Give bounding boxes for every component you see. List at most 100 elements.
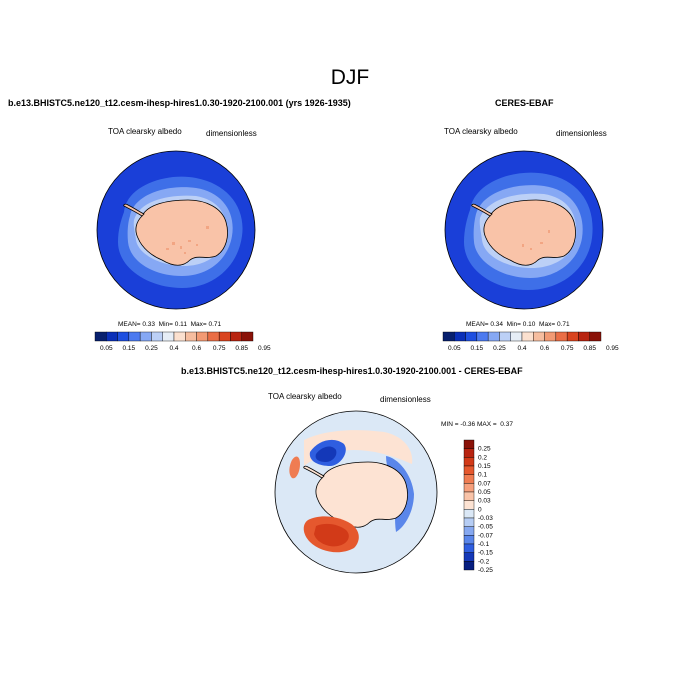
panel3-stats: MIN = -0.36 MAX = 0.37 <box>441 421 513 428</box>
panel1-left-label: TOA clearsky albedo <box>108 127 182 136</box>
colorbar-tick-label: 0.75 <box>213 345 226 352</box>
colorbar-tick-label: 0.95 <box>258 345 271 352</box>
colorbar-tick-label: 0.25 <box>478 446 491 453</box>
colorbar-tick-label: -0.05 <box>478 524 493 531</box>
panel2-max-label: Max= <box>539 321 556 328</box>
colorbar-swatch <box>139 331 152 342</box>
panel3-colorbar: 0.250.20.150.10.070.050.030-0.03-0.05-0.… <box>463 439 493 574</box>
colorbar-tick-label: 0.1 <box>478 472 487 479</box>
panel3-peninsula-diff <box>303 465 325 479</box>
panel2-colorbar: 0.05 0.15 0.25 0.4 0.6 0.75 0.85 0.95 <box>442 331 619 352</box>
colorbar-swatch <box>173 331 186 342</box>
panel1-mean-label: MEAN= <box>118 321 141 328</box>
panel3-max-label: MAX = <box>476 421 497 428</box>
colorbar-swatch <box>533 331 545 342</box>
colorbar-tick-label: -0.03 <box>478 515 493 522</box>
colorbar-swatch <box>463 552 475 562</box>
colorbar-tick-label: 0.75 <box>561 345 574 352</box>
panel1-colorbar: 0.05 0.15 0.25 0.4 0.6 0.75 0.85 0.95 <box>94 331 271 352</box>
colorbar-swatch <box>487 331 500 342</box>
panel3-units-label: dimensionless <box>380 395 431 404</box>
colorbar-tick-label: 0.07 <box>478 480 491 487</box>
colorbar-swatch <box>465 331 478 342</box>
panel2-stats: MEAN= 0.34 Min= 0.10 Max= 0.71 <box>466 321 570 328</box>
colorbar-swatch <box>463 474 475 484</box>
panel2-polar-map <box>444 150 604 310</box>
colorbar-swatch <box>117 331 130 342</box>
colorbar-swatch <box>463 439 475 449</box>
panel1-antarctica <box>135 199 228 266</box>
colorbar-swatch <box>463 500 475 510</box>
colorbar-swatch <box>510 331 523 342</box>
colorbar-tick-label: 0.05 <box>100 345 113 352</box>
colorbar-swatch <box>151 331 163 342</box>
colorbar-swatch <box>207 331 220 342</box>
panel1-stats: MEAN= 0.33 Min= 0.11 Max= 0.71 <box>118 321 221 328</box>
panel3-antarctica-diff <box>315 461 408 528</box>
panel2-mean-value: 0.34 <box>490 321 504 328</box>
colorbar-tick-label: 0.15 <box>471 345 484 352</box>
figure-title: DJF <box>330 66 370 89</box>
panel3-pale-orange-patch <box>304 430 413 466</box>
panel2-antarctica <box>483 199 576 266</box>
colorbar-swatch <box>162 331 175 342</box>
panel3-polar-diff-map <box>274 410 438 574</box>
colorbar-swatch <box>463 517 475 527</box>
panel2-units-label: dimensionless <box>556 129 607 138</box>
colorbar-swatch <box>544 331 557 342</box>
panel3-red-anomaly-west <box>289 456 300 479</box>
panel1-units-label: dimensionless <box>206 129 257 138</box>
colorbar-swatch <box>463 509 475 519</box>
colorbar-tick-label: -0.15 <box>478 550 493 557</box>
panel1-peninsula <box>123 203 145 217</box>
panel1-max-value: 0.71 <box>208 321 222 328</box>
colorbar-swatch <box>463 526 475 536</box>
panel2-max-value: 0.71 <box>556 321 570 328</box>
colorbar-tick-label: -0.2 <box>478 558 490 565</box>
colorbar-swatch <box>463 535 475 545</box>
panel1-title: b.e13.BHISTC5.ne120_t12.cesm-ihesp-hires… <box>8 98 351 108</box>
colorbar-swatch <box>463 561 475 571</box>
colorbar-swatch <box>463 483 475 493</box>
colorbar-tick-label: -0.1 <box>478 541 490 548</box>
colorbar-swatch <box>185 331 197 342</box>
colorbar-swatch <box>442 331 455 342</box>
colorbar-tick-label: 0.85 <box>235 345 248 352</box>
colorbar-tick-label: 0 <box>478 506 482 513</box>
panel2-land-speckle <box>522 230 550 250</box>
colorbar-swatch <box>463 491 475 501</box>
colorbar-tick-label: 0.4 <box>517 345 526 352</box>
panel1-polar-map <box>96 150 256 310</box>
panel2-peninsula <box>471 203 493 217</box>
colorbar-swatch <box>230 331 242 342</box>
panel3-left-label: TOA clearsky albedo <box>268 392 342 401</box>
colorbar-tick-label: 0.4 <box>169 345 178 352</box>
colorbar-swatch <box>128 331 141 342</box>
colorbar-tick-label: 0.2 <box>478 454 487 461</box>
colorbar-tick-label: 0.05 <box>478 489 491 496</box>
colorbar-tick-label: 0.25 <box>145 345 158 352</box>
colorbar-swatch <box>521 331 534 342</box>
panel1-min-value: 0.11 <box>174 321 187 328</box>
colorbar-swatch <box>499 331 511 342</box>
colorbar-swatch <box>555 331 568 342</box>
colorbar-swatch <box>106 331 118 342</box>
colorbar-tick-label: 0.15 <box>123 345 136 352</box>
panel2-mean-label: MEAN= <box>466 321 489 328</box>
panel2-title: CERES-EBAF <box>495 98 554 108</box>
colorbar-swatch <box>566 331 579 342</box>
panel2-left-label: TOA clearsky albedo <box>444 127 518 136</box>
colorbar-tick-label: -0.07 <box>478 532 493 539</box>
colorbar-swatch <box>218 331 231 342</box>
panel1-max-label: Max= <box>190 321 207 328</box>
colorbar-swatch <box>463 465 475 475</box>
panel3-max-value: 0.37 <box>500 421 513 428</box>
colorbar-swatch <box>476 331 489 342</box>
panel1-mean-value: 0.33 <box>142 321 156 328</box>
colorbar-tick-label: 0.05 <box>448 345 461 352</box>
colorbar-tick-label: 0.95 <box>606 345 619 352</box>
colorbar-swatch <box>463 448 475 458</box>
colorbar-tick-label: 0.25 <box>493 345 506 352</box>
colorbar-swatch <box>196 331 209 342</box>
colorbar-swatch <box>241 331 254 342</box>
